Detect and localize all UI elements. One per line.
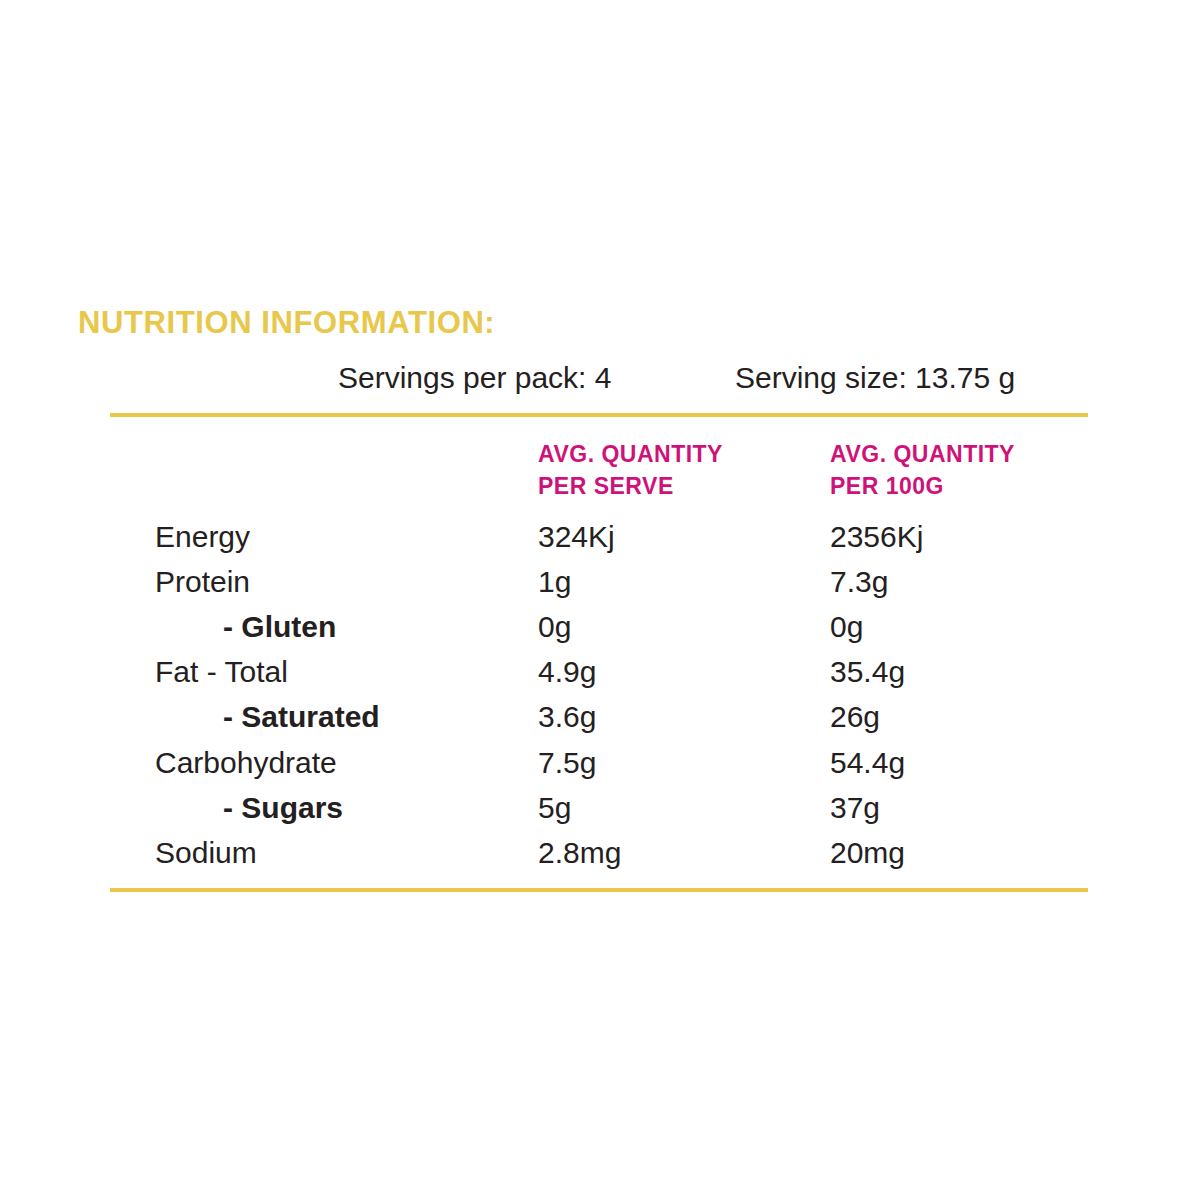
row-value-per-serve: 0g <box>538 610 830 644</box>
row-value-per-100g: 0g <box>830 610 1095 644</box>
table-row-gluten: - Gluten 0g 0g <box>155 604 1095 649</box>
col-header-per-100g-line1: AVG. QUANTITY <box>830 438 1015 470</box>
table-row-protein: Protein 1g 7.3g <box>155 559 1095 604</box>
row-value-per-100g: 54.4g <box>830 746 1095 780</box>
table-row-carbohydrate: Carbohydrate 7.5g 54.4g <box>155 740 1095 785</box>
col-header-per-serve-line2: PER SERVE <box>538 470 723 502</box>
row-label: Fat - Total <box>155 655 538 689</box>
row-value-per-100g: 2356Kj <box>830 520 1095 554</box>
table-row-sodium: Sodium 2.8mg 20mg <box>155 830 1095 875</box>
col-header-per-serve-line1: AVG. QUANTITY <box>538 438 723 470</box>
row-label: - Gluten <box>155 610 538 644</box>
row-value-per-100g: 20mg <box>830 836 1095 870</box>
top-divider-line <box>110 413 1088 417</box>
table-row-energy: Energy 324Kj 2356Kj <box>155 514 1095 559</box>
servings-per-pack-text: Servings per pack: 4 <box>338 361 611 395</box>
serving-size-text: Serving size: 13.75 g <box>735 361 1015 395</box>
servings-line: Servings per pack: 4 Serving size: 13.75… <box>0 361 1200 395</box>
row-value-per-serve: 2.8mg <box>538 836 830 870</box>
row-value-per-100g: 26g <box>830 700 1095 734</box>
nutrition-information-panel: NUTRITION INFORMATION: Servings per pack… <box>0 0 1200 1200</box>
row-value-per-serve: 324Kj <box>538 520 830 554</box>
row-value-per-100g: 37g <box>830 791 1095 825</box>
row-label: Energy <box>155 520 538 554</box>
panel-title: NUTRITION INFORMATION: <box>78 305 495 341</box>
row-value-per-serve: 4.9g <box>538 655 830 689</box>
row-value-per-100g: 7.3g <box>830 565 1095 599</box>
nutrition-table-rows: Energy 324Kj 2356Kj Protein 1g 7.3g - Gl… <box>155 514 1095 876</box>
table-row-saturated: - Saturated 3.6g 26g <box>155 695 1095 740</box>
row-label: - Saturated <box>155 700 538 734</box>
row-value-per-100g: 35.4g <box>830 655 1095 689</box>
row-label: - Sugars <box>155 791 538 825</box>
row-label: Protein <box>155 565 538 599</box>
table-row-fat-total: Fat - Total 4.9g 35.4g <box>155 650 1095 695</box>
row-value-per-serve: 5g <box>538 791 830 825</box>
table-row-sugars: - Sugars 5g 37g <box>155 785 1095 830</box>
row-label: Sodium <box>155 836 538 870</box>
col-header-per-100g: AVG. QUANTITY PER 100G <box>830 438 1015 502</box>
bottom-divider-line <box>110 888 1088 892</box>
col-header-per-serve: AVG. QUANTITY PER SERVE <box>538 438 723 502</box>
row-label: Carbohydrate <box>155 746 538 780</box>
row-value-per-serve: 7.5g <box>538 746 830 780</box>
col-header-per-100g-line2: PER 100G <box>830 470 1015 502</box>
row-value-per-serve: 3.6g <box>538 700 830 734</box>
row-value-per-serve: 1g <box>538 565 830 599</box>
